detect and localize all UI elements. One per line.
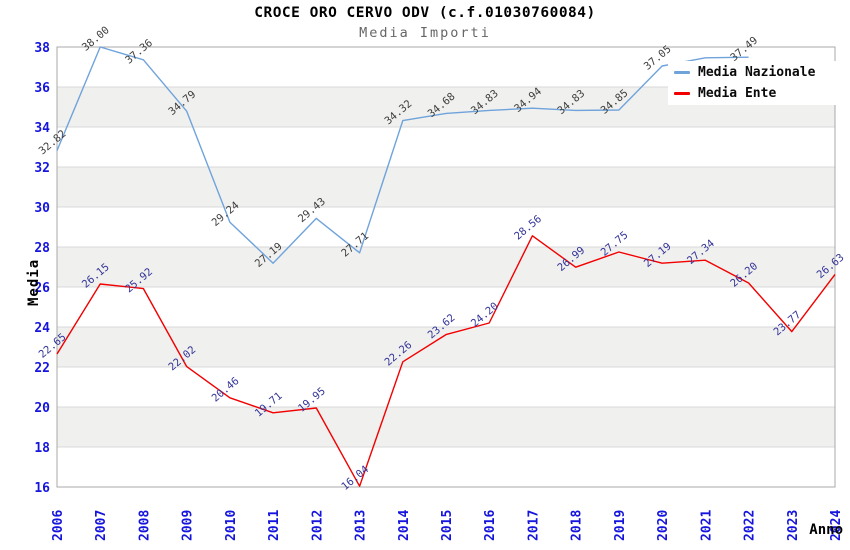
svg-text:2017: 2017 [526,510,541,541]
svg-text:2008: 2008 [137,510,152,541]
svg-text:2014: 2014 [397,510,412,541]
x-axis-title: Anno [809,522,843,538]
y-axis-ticks: 16 18 20 22 24 26 28 30 32 34 36 38 [34,41,50,496]
y-axis-title: Media [26,259,42,306]
legend-label-media-ente: Media Ente [698,86,777,101]
svg-text:34: 34 [34,121,50,136]
svg-text:30: 30 [34,201,50,216]
svg-text:2018: 2018 [570,510,585,541]
svg-text:18: 18 [34,441,50,456]
svg-text:2020: 2020 [656,510,671,541]
svg-text:16: 16 [34,481,50,496]
legend-item-media-nazionale: Media Nazionale [668,65,838,80]
svg-text:36: 36 [34,81,50,96]
svg-text:2023: 2023 [786,510,801,541]
chart-subtitle: Media Importi [359,25,491,41]
legend-label-media-nazionale: Media Nazionale [698,65,816,80]
svg-text:28: 28 [34,241,50,256]
svg-text:38: 38 [34,41,50,56]
svg-text:2007: 2007 [94,510,109,541]
legend: Media Nazionale Media Ente [668,61,838,105]
svg-text:2010: 2010 [224,510,239,541]
svg-text:2016: 2016 [483,510,498,541]
svg-text:2013: 2013 [354,510,369,541]
plot-bands [57,47,835,487]
series-line-1 [56,235,836,487]
svg-text:26: 26 [34,281,50,296]
svg-text:2022: 2022 [743,510,758,541]
svg-text:22: 22 [34,361,50,376]
svg-text:2024: 2024 [829,510,844,541]
x-axis-ticks: 2006 2007 2008 2009 2010 2011 2012 2013 2014 2015… [51,510,844,541]
svg-text:24: 24 [34,321,50,336]
svg-text:20: 20 [34,401,50,416]
svg-text:2015: 2015 [440,510,455,541]
legend-marker-media-nazionale [674,71,690,74]
svg-text:2021: 2021 [699,510,714,541]
legend-marker-media-ente [674,92,690,95]
svg-text:2019: 2019 [613,510,628,541]
legend-item-media-ente: Media Ente [668,86,838,101]
plot-border [56,46,836,488]
svg-text:2006: 2006 [51,510,66,541]
svg-text:2012: 2012 [310,510,325,541]
chart-title: CROCE ORO CERVO ODV (c.f.01030760084) [254,5,596,21]
svg-text:2009: 2009 [181,510,196,541]
series-line-0 [56,46,749,264]
svg-text:2011: 2011 [267,510,282,541]
svg-text:32: 32 [34,161,50,176]
